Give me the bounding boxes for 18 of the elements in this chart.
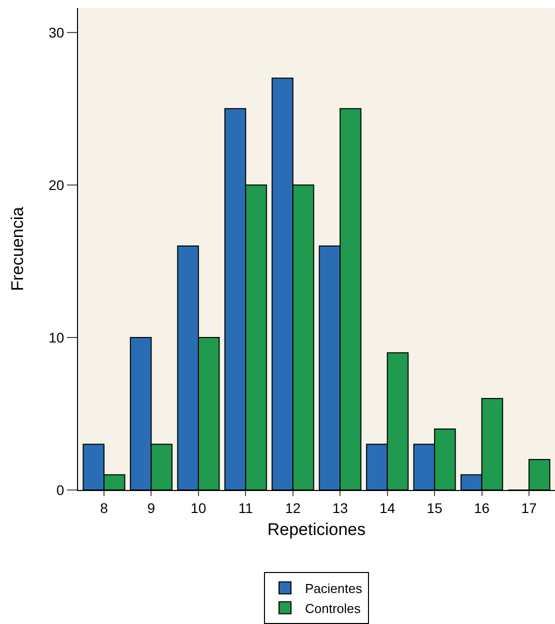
x-tick-label: 12 (285, 500, 301, 516)
legend-label: Controles (305, 600, 362, 616)
x-tick-label: 16 (474, 500, 490, 516)
x-tick-label: 8 (100, 500, 108, 516)
x-tick-label: 10 (190, 500, 206, 516)
x-tick-label: 15 (426, 500, 443, 516)
x-tick-label: 9 (147, 500, 156, 516)
x-tick-label: 11 (238, 500, 254, 516)
y-axis-title: Frecuencia (8, 206, 28, 292)
y-tick-label: 30 (48, 24, 64, 40)
x-tick-label: 13 (332, 500, 348, 516)
y-tick-label: 20 (48, 176, 64, 193)
x-tick-label: 14 (380, 500, 396, 516)
x-axis-title: Repeticiones (267, 520, 366, 540)
y-tick-label: 0 (56, 482, 64, 498)
legend-label: Pacientes (305, 580, 363, 596)
x-tick-label: 17 (521, 500, 538, 516)
y-tick-label: 10 (48, 329, 64, 346)
